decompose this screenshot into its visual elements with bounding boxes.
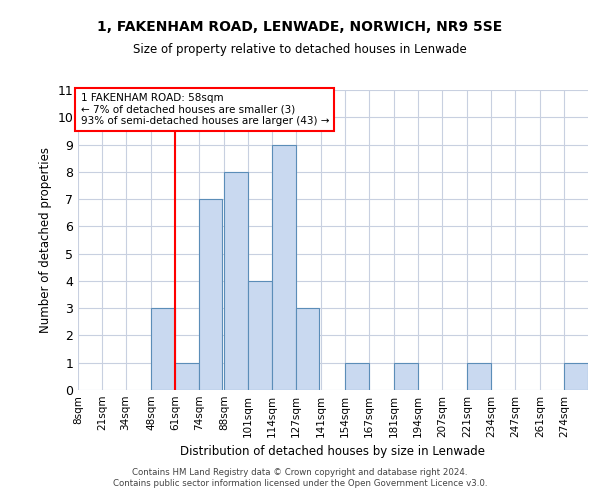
Bar bbox=[467, 362, 491, 390]
Bar bbox=[224, 172, 248, 390]
Bar bbox=[394, 362, 418, 390]
Bar bbox=[564, 362, 588, 390]
Text: 1 FAKENHAM ROAD: 58sqm
← 7% of detached houses are smaller (3)
93% of semi-detac: 1 FAKENHAM ROAD: 58sqm ← 7% of detached … bbox=[80, 93, 329, 126]
Bar bbox=[296, 308, 319, 390]
Bar bbox=[345, 362, 368, 390]
X-axis label: Distribution of detached houses by size in Lenwade: Distribution of detached houses by size … bbox=[181, 446, 485, 458]
Bar bbox=[175, 362, 199, 390]
Bar bbox=[151, 308, 175, 390]
Text: Size of property relative to detached houses in Lenwade: Size of property relative to detached ho… bbox=[133, 42, 467, 56]
Bar bbox=[199, 199, 223, 390]
Bar bbox=[272, 144, 296, 390]
Bar bbox=[248, 281, 272, 390]
Text: 1, FAKENHAM ROAD, LENWADE, NORWICH, NR9 5SE: 1, FAKENHAM ROAD, LENWADE, NORWICH, NR9 … bbox=[97, 20, 503, 34]
Text: Contains HM Land Registry data © Crown copyright and database right 2024.
Contai: Contains HM Land Registry data © Crown c… bbox=[113, 468, 487, 487]
Y-axis label: Number of detached properties: Number of detached properties bbox=[39, 147, 52, 333]
